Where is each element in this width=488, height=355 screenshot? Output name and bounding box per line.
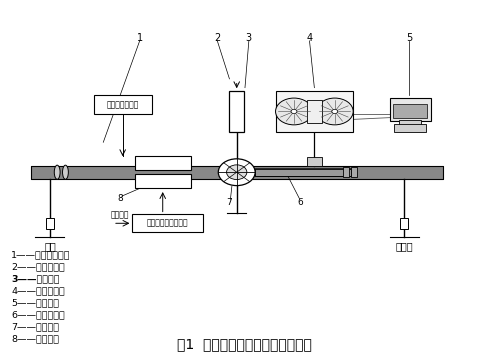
Bar	[400, 218, 408, 229]
Bar	[393, 104, 427, 118]
Text: 2: 2	[214, 33, 221, 43]
Text: 3——暴露箱；: 3——暴露箱；	[11, 274, 60, 283]
Text: 8——石英管。: 8——石英管。	[11, 334, 59, 343]
Bar	[394, 124, 426, 132]
Text: 7——环形炉；: 7——环形炉；	[11, 322, 59, 331]
Bar	[351, 167, 357, 177]
Bar	[307, 157, 322, 166]
Bar	[276, 91, 353, 132]
Bar	[399, 120, 421, 125]
Circle shape	[291, 109, 297, 114]
Bar	[389, 98, 431, 121]
Text: 烟气: 烟气	[44, 241, 56, 251]
Text: 1: 1	[137, 33, 142, 43]
Bar	[94, 95, 152, 114]
Text: 图1  烟气制取与动物染毒联用装置: 图1 烟气制取与动物染毒联用装置	[177, 337, 311, 351]
Bar	[229, 91, 244, 132]
Text: 环形炉位移传动系统: 环形炉位移传动系统	[147, 219, 188, 228]
Text: 5——计算机；: 5——计算机；	[11, 299, 59, 307]
Bar	[31, 166, 443, 179]
Bar	[255, 169, 351, 176]
Text: 环形炉温控系统: 环形炉温控系统	[106, 100, 139, 109]
Circle shape	[226, 165, 247, 180]
Text: 3: 3	[246, 33, 252, 43]
Text: 运行方向: 运行方向	[111, 210, 129, 219]
Bar	[255, 168, 351, 176]
Text: 8: 8	[118, 194, 123, 203]
Text: 7: 7	[226, 198, 232, 207]
Text: 1——试样石英舟；: 1——试样石英舟；	[11, 251, 71, 260]
Bar	[135, 174, 191, 188]
Bar	[132, 214, 203, 232]
Text: 6: 6	[297, 198, 303, 207]
Bar	[344, 167, 349, 177]
Ellipse shape	[54, 165, 60, 179]
Text: 6——配气弯管；: 6——配气弯管；	[11, 310, 65, 320]
Text: 4——小鼠转笼；: 4——小鼠转笼；	[11, 286, 65, 295]
Bar	[135, 156, 191, 170]
Text: 4: 4	[306, 33, 313, 43]
Text: 2——三通旋塞；: 2——三通旋塞；	[11, 262, 65, 272]
Circle shape	[332, 109, 338, 114]
Ellipse shape	[62, 165, 68, 179]
Circle shape	[276, 98, 312, 125]
Circle shape	[316, 98, 353, 125]
Text: 5: 5	[406, 33, 412, 43]
Bar	[307, 100, 322, 123]
Circle shape	[218, 159, 255, 186]
Bar	[46, 218, 54, 229]
Text: 稀释气: 稀释气	[395, 241, 413, 251]
